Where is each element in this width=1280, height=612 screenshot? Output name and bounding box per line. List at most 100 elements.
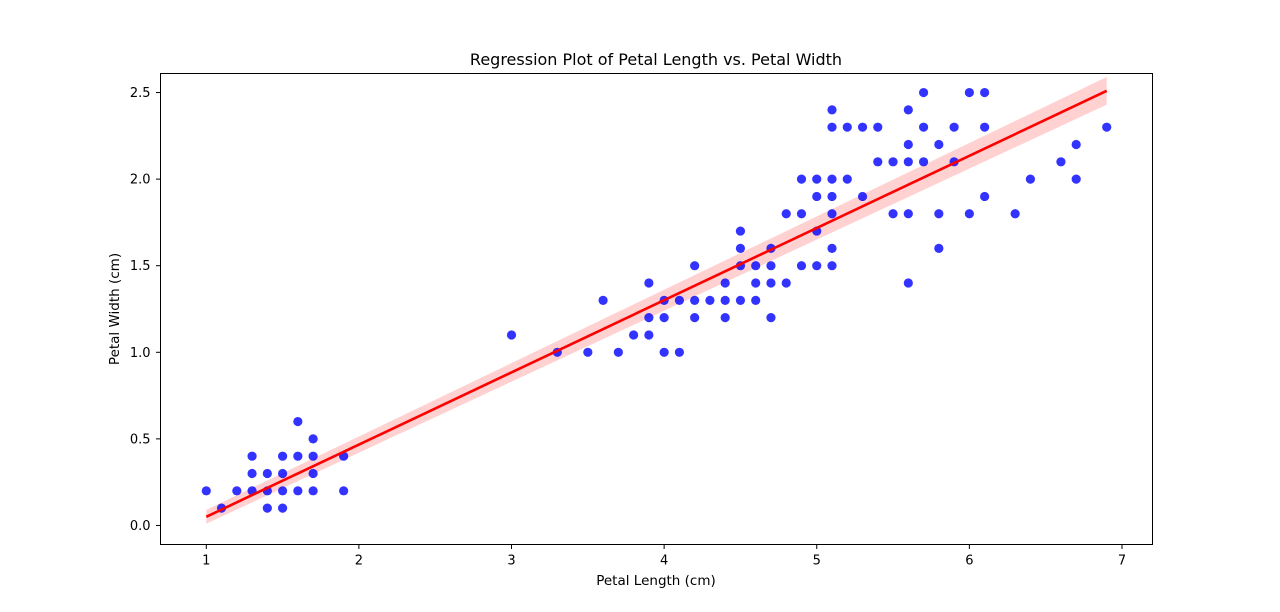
data-point (201, 486, 211, 496)
data-point (918, 122, 929, 132)
data-point (903, 209, 913, 219)
data-point (293, 451, 303, 461)
data-point (873, 157, 883, 167)
x-tick-label: 6 (965, 554, 973, 569)
data-point (827, 243, 837, 253)
data-point (293, 486, 303, 496)
x-tick-label: 7 (1118, 554, 1126, 569)
data-point (796, 261, 807, 271)
data-point (918, 157, 929, 167)
data-point (690, 313, 700, 323)
data-point (659, 347, 669, 357)
plot-frame (160, 73, 1153, 545)
y-tick-label: 1.0 (130, 346, 151, 361)
data-point (247, 451, 257, 461)
data-point (1071, 174, 1081, 184)
data-point (903, 278, 913, 288)
data-point (705, 295, 715, 305)
data-point (262, 503, 272, 513)
data-point (873, 122, 883, 132)
data-point (751, 295, 761, 305)
data-point (674, 347, 684, 357)
data-point (888, 209, 898, 219)
data-point (751, 278, 761, 288)
x-axis: 1 2 3 4 5 6 7 (202, 544, 1126, 569)
data-point (918, 87, 929, 98)
data-point (827, 191, 837, 202)
data-point (903, 105, 913, 115)
data-point (720, 295, 730, 305)
data-point (720, 278, 730, 288)
x-axis-title: Petal Length (cm) (596, 573, 716, 589)
data-point (308, 486, 318, 496)
data-point (827, 174, 837, 184)
y-tick-label: 2.5 (130, 86, 151, 101)
data-point (812, 191, 822, 202)
data-point (277, 468, 288, 479)
data-point (308, 468, 318, 479)
data-point (857, 122, 868, 132)
data-point (827, 261, 837, 271)
y-axis: 0.0 0.5 1.0 1.5 2.0 2.5 (130, 86, 161, 534)
data-point (934, 243, 944, 253)
regression-line (205, 89, 1108, 518)
data-point (781, 278, 791, 288)
data-point (644, 330, 654, 340)
data-point (644, 313, 654, 323)
data-point (888, 157, 898, 167)
data-point (277, 503, 288, 513)
data-point (644, 278, 654, 288)
data-point (812, 261, 822, 271)
data-point (735, 243, 746, 253)
x-tick-label: 2 (355, 554, 363, 569)
data-point (903, 157, 913, 167)
data-point (735, 226, 746, 236)
data-point (720, 313, 730, 323)
confidence-band (206, 76, 1107, 524)
data-point (796, 209, 807, 219)
data-point (842, 174, 852, 184)
x-tick-label: 3 (507, 554, 515, 569)
data-point (735, 295, 746, 305)
data-point (339, 486, 349, 496)
y-axis-title: Petal Width (cm) (107, 253, 123, 365)
data-point (277, 486, 288, 496)
data-point (796, 174, 807, 184)
data-point (980, 122, 990, 132)
y-tick-label: 0.0 (130, 519, 151, 534)
data-point (1056, 157, 1066, 167)
data-point (766, 278, 776, 288)
data-point (812, 174, 822, 184)
confidence-band-layer (206, 76, 1107, 524)
data-point (842, 122, 852, 132)
data-point (598, 295, 608, 305)
data-point (308, 451, 318, 461)
data-point (827, 105, 837, 115)
x-tick-label: 4 (660, 554, 668, 569)
data-point (1025, 174, 1036, 184)
data-point (583, 347, 593, 357)
y-tick-label: 1.5 (130, 259, 151, 274)
data-point (781, 209, 791, 219)
data-point (613, 347, 623, 357)
data-point (674, 295, 684, 305)
regression-line-layer (205, 89, 1108, 518)
x-tick-label: 1 (202, 554, 210, 569)
data-point (766, 261, 776, 271)
data-point (690, 295, 700, 305)
data-point (629, 330, 639, 340)
chart-title: Regression Plot of Petal Length vs. Peta… (470, 50, 842, 69)
data-point (964, 209, 974, 219)
data-point (751, 261, 761, 271)
data-point (980, 191, 990, 202)
data-point (903, 139, 913, 150)
data-point (1010, 209, 1020, 219)
data-point (690, 261, 700, 271)
data-point (1102, 122, 1112, 132)
data-point (1071, 139, 1081, 150)
y-tick-label: 0.5 (130, 432, 151, 447)
x-tick-label: 5 (813, 554, 821, 569)
scatter-points-layer (201, 87, 1112, 513)
